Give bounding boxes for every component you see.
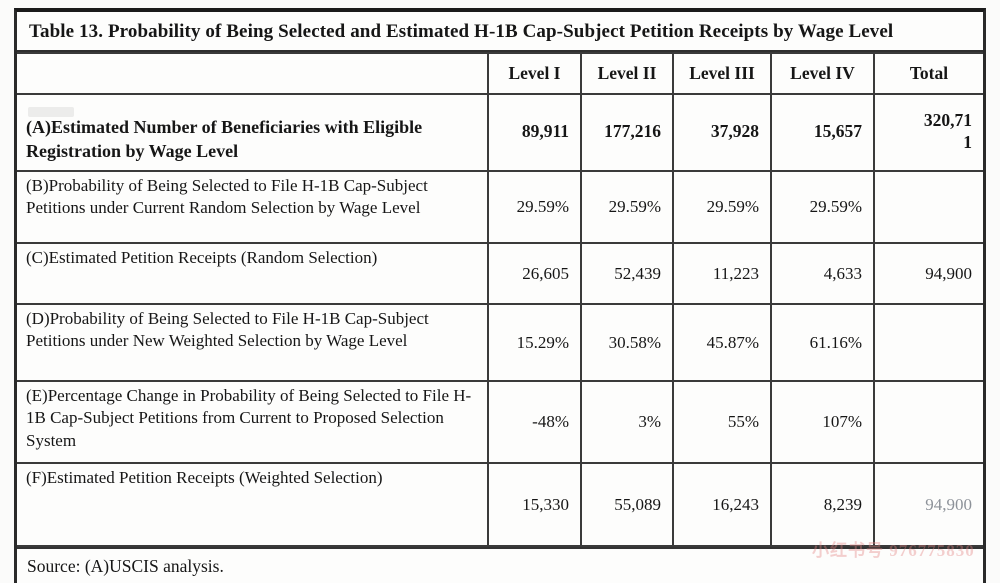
row-b-label: (B)Probability of Being Selected to File…	[17, 169, 489, 244]
row-a-level2: 177,216	[580, 92, 674, 172]
row-d-level2: 30.58%	[580, 302, 674, 382]
table-row-f: (F)Estimated Petition Receipts (Weighted…	[17, 461, 983, 547]
row-d-level1: 15.29%	[487, 302, 582, 382]
row-c-level3: 11,223	[672, 241, 772, 305]
col-header-level-3: Level III	[672, 51, 772, 95]
row-f-label: (F)Estimated Petition Receipts (Weighted…	[17, 461, 489, 547]
row-b-level4: 29.59%	[770, 169, 875, 244]
table-title: Table 13. Probability of Being Selected …	[17, 12, 983, 52]
row-b-level3: 29.59%	[672, 169, 772, 244]
col-header-total: Total	[873, 51, 983, 95]
row-b-level1: 29.59%	[487, 169, 582, 244]
row-e-label: (E)Percentage Change in Probability of B…	[17, 379, 489, 464]
row-a-label: (A)Estimated Number of Beneficiaries wit…	[17, 92, 489, 172]
row-f-level4: 8,239	[770, 461, 875, 547]
row-d-label: (D)Probability of Being Selected to File…	[17, 302, 489, 382]
row-c-total: 94,900	[873, 241, 983, 305]
source-note: Source: (A)USCIS analysis.	[17, 546, 983, 583]
row-f-level2: 55,089	[580, 461, 674, 547]
row-f-level3: 16,243	[672, 461, 772, 547]
row-e-level3: 55%	[672, 379, 772, 464]
row-d-level3: 45.87%	[672, 302, 772, 382]
table-row-e: (E)Percentage Change in Probability of B…	[17, 379, 983, 464]
table-row-a: (A)Estimated Number of Beneficiaries wit…	[17, 92, 983, 172]
col-header-blank	[17, 51, 489, 95]
header-row: Level I Level II Level III Level IV Tota…	[17, 51, 983, 95]
row-a-total: 320,711	[873, 92, 983, 172]
row-a-level3: 37,928	[672, 92, 772, 172]
row-a-total-value: 320,711	[923, 110, 972, 153]
table-row-d: (D)Probability of Being Selected to File…	[17, 302, 983, 382]
row-e-level2: 3%	[580, 379, 674, 464]
row-c-level1: 26,605	[487, 241, 582, 305]
row-c-level2: 52,439	[580, 241, 674, 305]
row-a-level1: 89,911	[487, 92, 582, 172]
row-c-level4: 4,633	[770, 241, 875, 305]
row-a-level4: 15,657	[770, 92, 875, 172]
col-header-level-1: Level I	[487, 51, 582, 95]
table-row-b: (B)Probability of Being Selected to File…	[17, 169, 983, 244]
row-e-level1: -48%	[487, 379, 582, 464]
table-row-c: (C)Estimated Petition Receipts (Random S…	[17, 241, 983, 305]
row-b-level2: 29.59%	[580, 169, 674, 244]
row-f-level1: 15,330	[487, 461, 582, 547]
table-13-frame: Table 13. Probability of Being Selected …	[14, 8, 986, 583]
row-d-level4: 61.16%	[770, 302, 875, 382]
col-header-level-2: Level II	[580, 51, 674, 95]
table-13: Level I Level II Level III Level IV Tota…	[17, 51, 983, 547]
row-e-total	[873, 379, 983, 464]
row-c-label: (C)Estimated Petition Receipts (Random S…	[17, 241, 489, 305]
row-b-total	[873, 169, 983, 244]
row-d-total	[873, 302, 983, 382]
row-e-level4: 107%	[770, 379, 875, 464]
row-f-total: 94,900	[873, 461, 983, 547]
col-header-level-4: Level IV	[770, 51, 875, 95]
